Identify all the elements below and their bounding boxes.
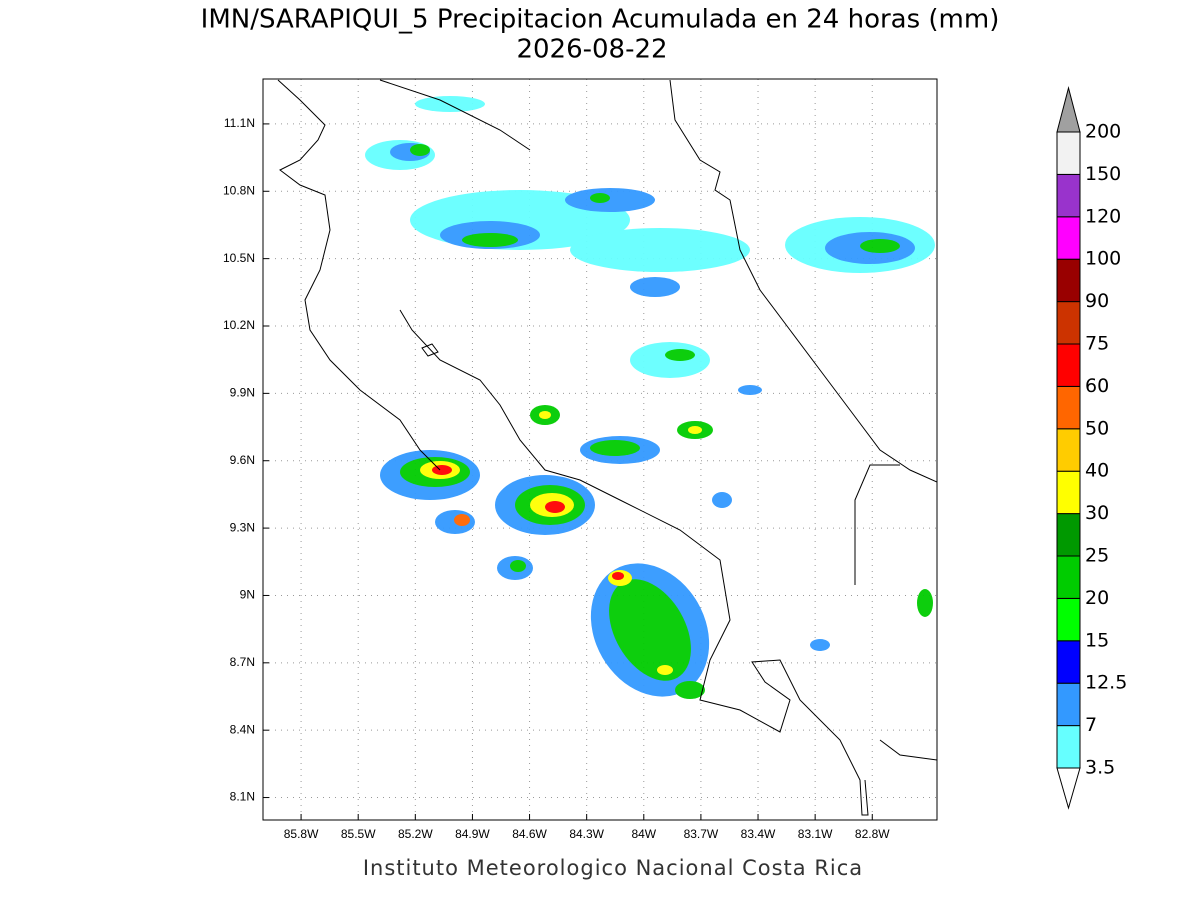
x-tick-label: 85.2W [398, 827, 433, 841]
y-tick-label: 10.5N [223, 251, 255, 265]
x-tick-label: 82.8W [855, 827, 890, 841]
colorbar-segment [1056, 301, 1081, 345]
y-tick-label: 10.8N [223, 183, 255, 197]
rain-cell [510, 560, 526, 572]
rain-cell [630, 277, 680, 297]
y-tick-label: 9.6N [230, 453, 255, 467]
rain-cell [570, 228, 750, 272]
rain-cell [738, 385, 762, 395]
x-tick-label: 84.9W [455, 827, 490, 841]
y-tick-label: 11.1N [224, 116, 255, 130]
island [421, 343, 439, 357]
x-tick-label: 85.5W [341, 827, 376, 841]
plot-frame [262, 78, 938, 821]
colorbar-label: 200 [1085, 121, 1121, 143]
x-tick-label: 83.7W [684, 827, 719, 841]
colorbar-label: 150 [1085, 163, 1121, 185]
colorbar-segment [1056, 258, 1081, 303]
colorbar-label: 20 [1085, 587, 1109, 609]
rain-cell [545, 501, 565, 513]
coastlines [277, 79, 937, 816]
rain-cell [432, 465, 452, 475]
y-tick-label: 9.9N [230, 386, 255, 400]
footer: Instituto Meteorologico Nacional Costa R… [363, 856, 863, 880]
colorbar-segment [1056, 385, 1081, 430]
colorbar-segment [1056, 428, 1081, 472]
colorbar-segment [1056, 640, 1081, 684]
colorbar-segment [1056, 131, 1081, 175]
colorbar-segment [1056, 597, 1081, 642]
colorbar-segment [1056, 173, 1081, 218]
colorbar-under [1056, 767, 1081, 810]
rain-cell [917, 589, 933, 617]
rain-cell [410, 144, 430, 156]
rain-cell [415, 96, 485, 112]
colorbar-segment [1056, 343, 1081, 387]
rain-cell [712, 492, 732, 508]
x-tick-label: 84.6W [512, 827, 547, 841]
colorbar-label: 90 [1085, 290, 1109, 312]
rain-cell [462, 233, 518, 247]
rain-cell [590, 440, 640, 456]
rain-cell [609, 579, 691, 681]
rain-cell [565, 188, 655, 212]
rain-cells [365, 96, 935, 699]
colorbar-label: 12.5 [1085, 672, 1127, 694]
x-tick-label: 84W [631, 827, 656, 841]
colorbar-segment [1056, 725, 1081, 769]
coastline [879, 739, 937, 761]
lake-shore [379, 79, 531, 151]
y-tick-label: 9N [240, 588, 255, 602]
colorbar-label: 30 [1085, 502, 1109, 524]
colorbar-segment [1056, 682, 1081, 727]
subtitle: 2026-08-22 [516, 35, 667, 65]
rain-cell [630, 342, 710, 378]
colorbar-label: 60 [1085, 375, 1109, 397]
colorbar-over [1056, 86, 1081, 133]
y-tick-label: 10.2N [223, 318, 255, 332]
rain-cell [675, 681, 705, 699]
x-tick-label: 83.4W [741, 827, 776, 841]
rain-cell [688, 426, 702, 434]
coastline [277, 79, 441, 471]
y-tick-label: 8.7N [230, 655, 255, 669]
rain-cell [860, 239, 900, 253]
rain-cell [590, 193, 610, 203]
colorbar-label: 3.5 [1085, 757, 1115, 779]
rain-cell [539, 411, 551, 419]
rain-cell [612, 572, 624, 580]
coastline [669, 79, 937, 483]
x-tick-label: 83.1W [798, 827, 833, 841]
rain-cell [810, 639, 830, 651]
border [854, 464, 900, 585]
x-tick-label: 85.8W [284, 827, 319, 841]
rain-cell [657, 665, 673, 675]
plot-area [277, 79, 937, 816]
colorbar-segment [1056, 470, 1081, 515]
colorbar-segment [1056, 555, 1081, 599]
colorbar-label: 25 [1085, 545, 1109, 567]
colorbar-segment [1056, 513, 1081, 557]
rain-cell [454, 514, 470, 526]
colorbar-label: 75 [1085, 333, 1109, 355]
colorbar-label: 15 [1085, 629, 1109, 651]
colorbar-label: 100 [1085, 248, 1121, 270]
colorbar-label: 50 [1085, 417, 1109, 439]
colorbar-label: 40 [1085, 460, 1109, 482]
y-tick-label: 8.4N [230, 722, 255, 736]
colorbar-label: 7 [1085, 714, 1097, 736]
coastline [399, 309, 869, 816]
colorbar-segment [1056, 216, 1081, 260]
y-tick-label: 8.1N [230, 790, 255, 804]
rain-cell [665, 349, 695, 361]
y-tick-label: 9.3N [230, 520, 255, 534]
title: IMN/SARAPIQUI_5 Precipitacion Acumulada … [201, 5, 1000, 35]
x-tick-label: 84.3W [569, 827, 604, 841]
colorbar-label: 120 [1085, 205, 1121, 227]
